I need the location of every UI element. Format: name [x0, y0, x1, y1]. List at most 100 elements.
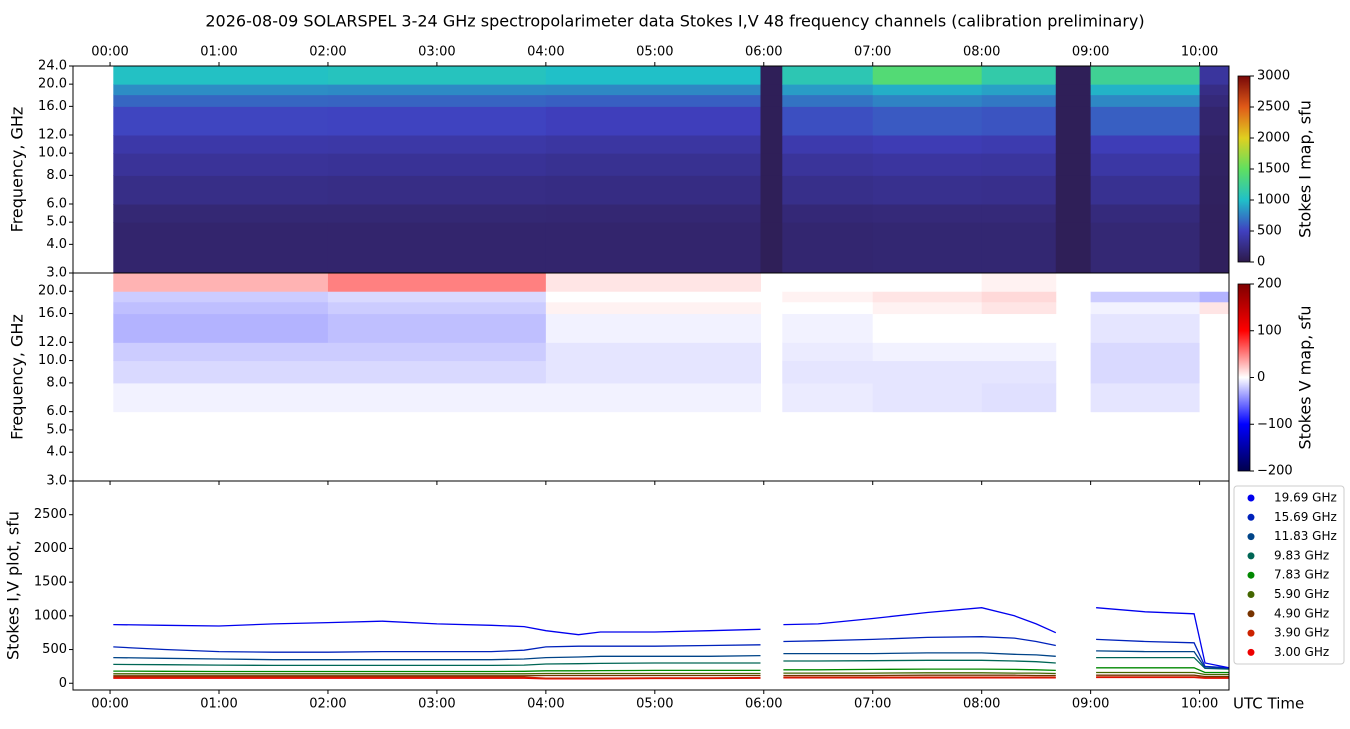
heatmap-cell — [1199, 84, 1230, 96]
heatmap-cell — [782, 175, 874, 205]
x-tick-label: 01:00 — [200, 45, 237, 60]
heatmap-cell — [1055, 66, 1092, 85]
y-tick-label: 12.0 — [38, 335, 67, 350]
heatmap-cell — [327, 84, 547, 96]
series-line — [113, 636, 1230, 669]
heatmap-cell — [545, 301, 761, 315]
colorbar-tick-label: 100 — [1257, 323, 1282, 338]
heatmap-cell — [1199, 313, 1230, 343]
series-line — [113, 607, 1230, 669]
heatmap-cell — [1199, 382, 1230, 413]
x-tick-label: 05:00 — [636, 697, 673, 712]
legend-marker — [1247, 513, 1255, 521]
heatmap-cell — [113, 382, 329, 413]
heatmap-cell — [327, 273, 547, 292]
x-tick-label: 10:00 — [1181, 697, 1218, 712]
heatmap-cell — [782, 291, 874, 303]
y-axis-label: Frequency, GHz — [8, 314, 27, 440]
heatmap-cell — [545, 66, 761, 85]
y-tick-label: 1500 — [34, 575, 67, 590]
x-tick-label: 08:00 — [963, 697, 1000, 712]
heatmap-cell — [981, 291, 1057, 303]
heatmap-cell — [981, 94, 1057, 107]
heatmap-cell — [327, 135, 547, 154]
heatmap-cell — [545, 153, 761, 176]
heatmap-cell — [113, 204, 329, 223]
y-axis-label: Frequency, GHz — [8, 107, 27, 233]
heatmap-cell — [981, 313, 1057, 343]
heatmap-cell — [545, 382, 761, 413]
heatmap-cell — [981, 135, 1057, 154]
colorbar-tick-label: 1000 — [1257, 193, 1290, 208]
heatmap-cell — [545, 175, 761, 205]
y-tick-label: 5.0 — [46, 215, 67, 230]
heatmap-cell — [981, 84, 1057, 96]
heatmap-cell — [760, 175, 783, 205]
heatmap-cell — [782, 411, 874, 431]
heatmap-cell — [113, 94, 329, 107]
colorbar-tick-label: −100 — [1257, 417, 1293, 432]
heatmap-cell — [1055, 94, 1092, 107]
heatmap-cell — [1055, 106, 1092, 136]
heatmap-cell — [1199, 153, 1230, 176]
y-tick-label: 24.0 — [38, 59, 67, 74]
y-tick-label: 8.0 — [46, 168, 67, 183]
legend-label: 3.00 GHz — [1274, 645, 1329, 659]
heatmap-cell — [327, 313, 547, 343]
heatmap-cell — [872, 153, 983, 176]
heatmap-cell — [1090, 222, 1201, 274]
x-tick-label: 04:00 — [527, 697, 564, 712]
heatmap-cell — [1090, 360, 1201, 384]
heatmap-cell — [1055, 175, 1092, 205]
heatmap-cell — [113, 66, 329, 85]
heatmap-cell — [1090, 135, 1201, 154]
series-line — [113, 671, 1229, 676]
heatmap-cell — [1090, 429, 1201, 482]
y-tick-label: 8.0 — [46, 375, 67, 390]
x-tick-label: 03:00 — [418, 45, 455, 60]
y-tick-label: 5.0 — [46, 422, 67, 437]
heatmap-cell — [327, 301, 547, 315]
heatmap-cell — [1199, 204, 1230, 223]
heatmap-cell — [981, 66, 1057, 85]
heatmap-cell — [1090, 291, 1201, 303]
heatmap-cell — [782, 84, 874, 96]
heatmap-cell — [1090, 84, 1201, 96]
heatmap-cell — [113, 175, 329, 205]
y-tick-label: 2500 — [34, 507, 67, 522]
heatmap-cell — [545, 429, 761, 482]
legend-label: 7.83 GHz — [1274, 568, 1329, 582]
heatmap-cell — [113, 342, 329, 362]
heatmap-cell — [327, 94, 547, 107]
colorbar-label: Stokes I map, sfu — [1296, 100, 1315, 238]
y-tick-label: 16.0 — [38, 306, 67, 321]
heatmap-cell — [782, 382, 874, 413]
heatmap-cell — [981, 342, 1057, 362]
y-tick-label: 6.0 — [46, 404, 67, 419]
heatmap-cell — [545, 313, 761, 343]
heatmap-cell — [782, 222, 874, 274]
heatmap-cell — [1090, 175, 1201, 205]
heatmap-cell — [981, 222, 1057, 274]
heatmap-cell — [782, 204, 874, 223]
legend-marker — [1247, 552, 1255, 560]
heatmap-cell — [1199, 135, 1230, 154]
legend-marker — [1247, 610, 1255, 618]
heatmap-cell — [327, 222, 547, 274]
heatmap-cell — [327, 291, 547, 303]
series-line — [113, 674, 1229, 678]
heatmap-cell — [1199, 106, 1230, 136]
legend-marker — [1247, 571, 1255, 579]
heatmap-cell — [113, 135, 329, 154]
y-tick-label: 3.0 — [46, 474, 67, 489]
heatmap-cell — [782, 273, 874, 292]
heatmap-cell — [782, 66, 874, 85]
heatmap-cell — [1199, 175, 1230, 205]
heatmap-cell — [782, 313, 874, 343]
legend-box — [1233, 485, 1345, 665]
heatmap-cell — [113, 360, 329, 384]
heatmap-cell — [1090, 301, 1201, 315]
heatmap-cell — [1090, 382, 1201, 413]
colorbar — [1237, 283, 1251, 472]
x-tick-label: 00:00 — [91, 697, 128, 712]
